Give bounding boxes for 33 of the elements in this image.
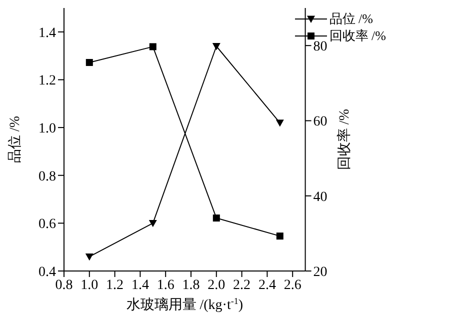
legend-label: 回收率 /% bbox=[329, 26, 386, 44]
y-tick-label: 1.2 bbox=[38, 74, 56, 89]
x-tick-label: 0.8 bbox=[55, 278, 73, 293]
y-tick-label: 1.4 bbox=[38, 26, 56, 41]
point bbox=[86, 58, 93, 66]
point bbox=[276, 120, 284, 127]
x-tick-label: 2.6 bbox=[284, 278, 302, 293]
point bbox=[148, 220, 157, 228]
point bbox=[276, 232, 284, 240]
x-tick-label: 2.4 bbox=[258, 278, 276, 293]
y2-tick-label: 40 bbox=[313, 190, 328, 205]
y2-tick-label: 60 bbox=[313, 114, 328, 130]
point bbox=[212, 43, 220, 50]
x-tick-label: 2.0 bbox=[208, 278, 226, 293]
x-tick-label: 1.8 bbox=[182, 278, 200, 293]
y-axis-title: 品位 /% bbox=[6, 116, 23, 164]
x-tick-label: 1.6 bbox=[156, 278, 174, 293]
x-tick-label: 1.4 bbox=[131, 278, 149, 293]
point bbox=[212, 214, 220, 222]
y2-tick-label: 80 bbox=[313, 40, 328, 55]
y-tick-label: 0.8 bbox=[38, 169, 56, 184]
point bbox=[85, 253, 94, 261]
point bbox=[149, 43, 156, 50]
y2-axis-title: 回收率 /% bbox=[336, 108, 352, 170]
x-axis-title: 水玻璃用量 /(kg·t$^{-1}$) bbox=[126, 296, 244, 313]
y-tick-label: 1.0 bbox=[38, 122, 56, 137]
x-tick-label: 1.0 bbox=[80, 278, 98, 293]
y2-tick-label: 20 bbox=[313, 264, 328, 280]
x-tick-label: 2.2 bbox=[233, 278, 251, 293]
y-tick-label: 0.6 bbox=[38, 217, 56, 232]
legend-label: 品位 /% bbox=[329, 10, 373, 28]
y-tick-label: 0.4 bbox=[38, 264, 56, 280]
x-tick-label: 1.2 bbox=[106, 278, 124, 293]
